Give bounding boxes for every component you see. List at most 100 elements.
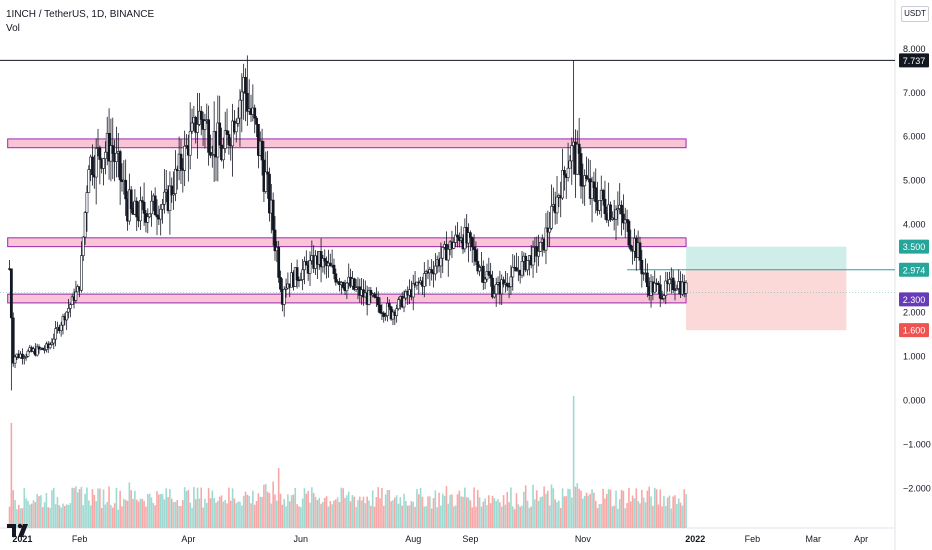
candle-body [124,179,128,200]
volume-bar [62,503,64,528]
volume-bar [517,504,520,528]
volume-bar [666,497,669,528]
volume-bar [441,493,444,528]
candle-body [253,107,257,119]
volume-bar [615,490,617,528]
volume-bar [594,500,597,528]
volume-bar [336,497,339,528]
candle-body [299,279,303,281]
candle-body [395,308,399,316]
candle-body [21,353,24,359]
volume-bar [535,490,538,528]
candle-body [472,246,476,251]
volume-bar [471,507,474,528]
volume-bar [401,505,403,528]
candle-body [658,284,662,299]
volume-bar [165,488,168,528]
volume-bar [631,495,634,528]
volume-bar [145,506,147,528]
candle-body [581,185,585,187]
volume-bar [285,506,287,528]
volume-bar [679,502,682,528]
volume-indicator-label[interactable]: Vol [6,23,20,34]
volume-bar [235,503,238,528]
candle-body [483,278,487,283]
volume-bar [21,508,24,528]
volume-bar [414,506,416,528]
volume-bar [38,496,40,528]
volume-bar [429,496,431,528]
volume-bar [226,503,228,528]
volume-bar [677,498,680,528]
candle-body [256,124,260,156]
candle-body [162,191,166,205]
tradingview-logo-icon[interactable] [6,520,32,540]
volume-bar [16,509,18,528]
candle-body [218,122,222,146]
candle-body [43,349,46,351]
volume-bar [331,504,333,528]
volume-bar [681,505,684,528]
volume-bar [327,506,330,528]
volume-bar [277,468,280,528]
volume-bar [462,496,464,528]
candle-body [170,185,174,196]
candle-body [308,260,312,274]
candle-body [456,234,459,238]
volume-bar [36,494,38,528]
candle-body [225,130,229,135]
volume-bar [371,490,374,528]
volume-bar [191,507,193,528]
volume-bar [598,504,601,528]
volume-bar [194,499,197,528]
candle-body [203,120,207,130]
volume-bar [134,490,136,528]
volume-bar [368,500,370,528]
volume-bar [524,485,527,528]
candle-body [111,145,115,154]
volume-bar [622,490,625,528]
volume-bar [17,504,20,528]
volume-bar [82,505,85,528]
volume-bar [674,495,676,528]
x-tick-label: Apr [854,534,868,544]
volume-bar [440,505,442,528]
volume-bar [467,497,470,528]
candle-body [301,269,305,280]
volume-bar [432,498,435,528]
candle-body [334,273,338,283]
volume-bar [87,500,90,528]
volume-bar [488,495,490,528]
volume-bar [67,504,70,528]
volume-bar [543,486,545,528]
volume-bar [648,486,650,528]
volume-bar [158,494,160,528]
candle-body [594,187,598,203]
volume-bar [449,494,451,528]
volume-bar [545,493,547,528]
volume-bar [373,506,376,528]
volume-bar [211,490,214,528]
candle-body [48,344,52,349]
volume-bar [47,507,50,528]
x-tick-label: Feb [72,534,88,544]
currency-button[interactable]: USDT [901,6,929,22]
x-tick-label: Feb [745,534,761,544]
candle-body [264,171,268,192]
y-tick-label: 5.000 [903,176,926,186]
volume-bar [111,507,114,528]
volume-bar [454,505,457,528]
candle-body [485,271,489,280]
volume-bar [635,488,638,528]
candle-body [515,267,518,272]
candle-body [150,200,153,215]
candle-body [575,143,579,175]
candle-body [279,277,282,290]
volume-bar [115,488,118,528]
volume-bar [75,486,77,528]
candle-body [568,160,572,169]
volume-bar [364,503,367,528]
candle-body [155,214,159,218]
volume-bar [263,484,265,528]
